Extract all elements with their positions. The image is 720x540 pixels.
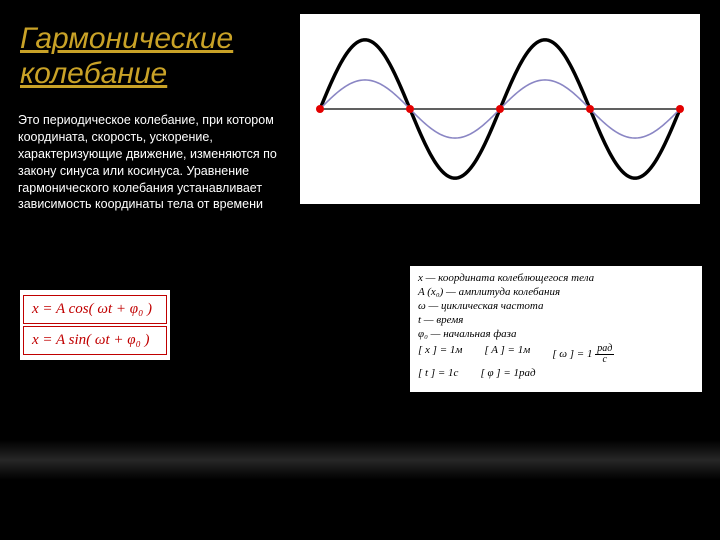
slide: Гармонические колебание Это периодическо…	[0, 0, 720, 540]
harmonic-chart	[300, 14, 700, 204]
definitions-box: x — координата колеблющегося тела A (x₀)…	[410, 266, 702, 392]
def-x: x — координата колеблющегося тела	[418, 272, 694, 284]
unit-phi: [ φ ] = 1рад	[480, 367, 535, 379]
units-row-1: [ x ] = 1м [ A ] = 1м [ ω ] = 1 рад с	[418, 344, 694, 365]
def-omega: ω — циклическая частота	[418, 300, 694, 312]
unit-x: [ x ] = 1м	[418, 344, 462, 365]
definition-paragraph: Это периодическое колебание, при котором…	[18, 112, 282, 213]
slide-title: Гармонические колебание	[20, 22, 280, 91]
formula-box: x = A cos( ωt + φ₀ ) x = A sin( ωt + φ₀ …	[20, 290, 170, 360]
unit-omega: [ ω ] = 1 рад с	[552, 344, 614, 365]
unit-omega-frac: рад с	[595, 344, 614, 365]
def-A: A (x₀) — амплитуда колебания	[418, 286, 694, 298]
harmonic-chart-svg	[300, 14, 700, 204]
units-row-2: [ t ] = 1с [ φ ] = 1рад	[418, 367, 694, 379]
unit-A: [ A ] = 1м	[484, 344, 530, 365]
def-t: t — время	[418, 314, 694, 326]
decorative-shadow-bar	[0, 440, 720, 480]
formula-cos: x = A cos( ωt + φ₀ )	[23, 295, 167, 324]
unit-t: [ t ] = 1с	[418, 367, 458, 379]
unit-omega-prefix: [ ω ] = 1	[552, 348, 592, 360]
formula-sin: x = A sin( ωt + φ₀ )	[23, 326, 167, 355]
def-phi: φ₀ — начальная фаза	[418, 328, 694, 340]
unit-omega-den: с	[595, 355, 614, 365]
